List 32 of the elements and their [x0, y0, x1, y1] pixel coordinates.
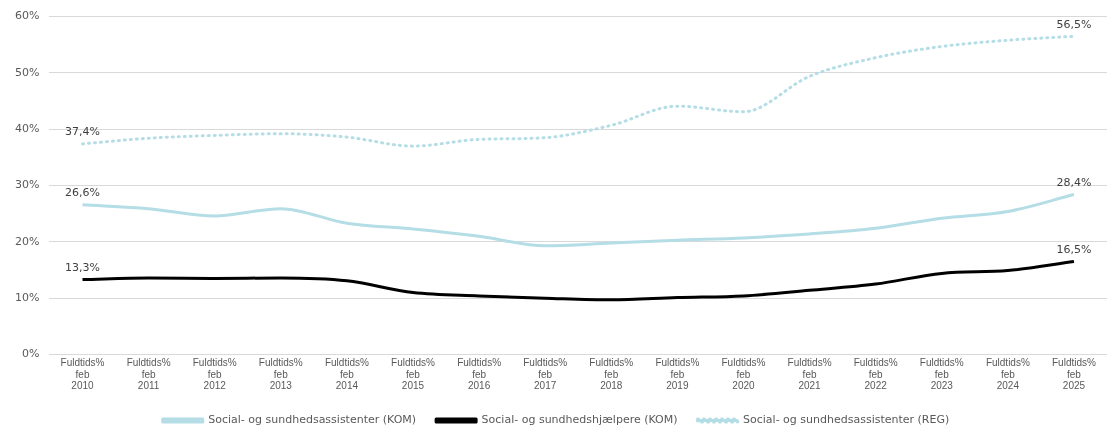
x-tick-label: Fuldtids% feb 2017 — [523, 357, 568, 391]
y-tick-label: 20% — [15, 234, 40, 248]
x-tick-label: Fuldtids% feb 2025 — [1052, 357, 1097, 391]
x-tick-label: Fuldtids% feb 2010 — [60, 357, 105, 391]
data-label: 56,5% — [1056, 17, 1092, 31]
x-tick-label: Fuldtids% feb 2020 — [721, 357, 766, 391]
y-tick-label: 50% — [15, 65, 40, 79]
legend-label: Social- og sundhedshjælpere (KOM) — [481, 413, 678, 427]
data-label: 26,6% — [65, 186, 100, 200]
y-tick-label: 40% — [15, 122, 40, 136]
x-tick-label: Fuldtids% feb 2022 — [853, 357, 898, 391]
legend-label: Social- og sundhedsassistenter (KOM) — [208, 413, 417, 427]
x-tick-label: Fuldtids% feb 2018 — [589, 357, 634, 391]
x-tick-label: Fuldtids% feb 2014 — [324, 357, 369, 391]
x-tick-label: Fuldtids% feb 2019 — [655, 357, 700, 391]
y-tick-label: 60% — [15, 9, 40, 23]
x-tick-label: Fuldtids% feb 2015 — [391, 357, 436, 391]
x-tick-label: Fuldtids% feb 2011 — [126, 357, 171, 391]
x-tick-label: Fuldtids% feb 2024 — [985, 357, 1030, 391]
y-tick-label: 30% — [15, 178, 40, 192]
x-tick-label: Fuldtids% feb 2023 — [919, 357, 964, 391]
data-label: 16,5% — [1056, 242, 1092, 256]
data-label: 37,4% — [65, 125, 100, 139]
y-tick-label: 10% — [15, 291, 40, 305]
x-tick-label: Fuldtids% feb 2013 — [258, 357, 303, 391]
x-tick-label: Fuldtids% feb 2012 — [192, 357, 237, 391]
data-label: 13,3% — [65, 260, 100, 274]
x-tick-label: Fuldtids% feb 2016 — [457, 357, 502, 391]
legend-label: Social- og sundhedsassistenter (REG) — [743, 413, 950, 427]
y-tick-label: 0% — [22, 347, 40, 361]
x-tick-label: Fuldtids% feb 2021 — [787, 357, 832, 391]
data-label: 28,4% — [1056, 175, 1092, 189]
